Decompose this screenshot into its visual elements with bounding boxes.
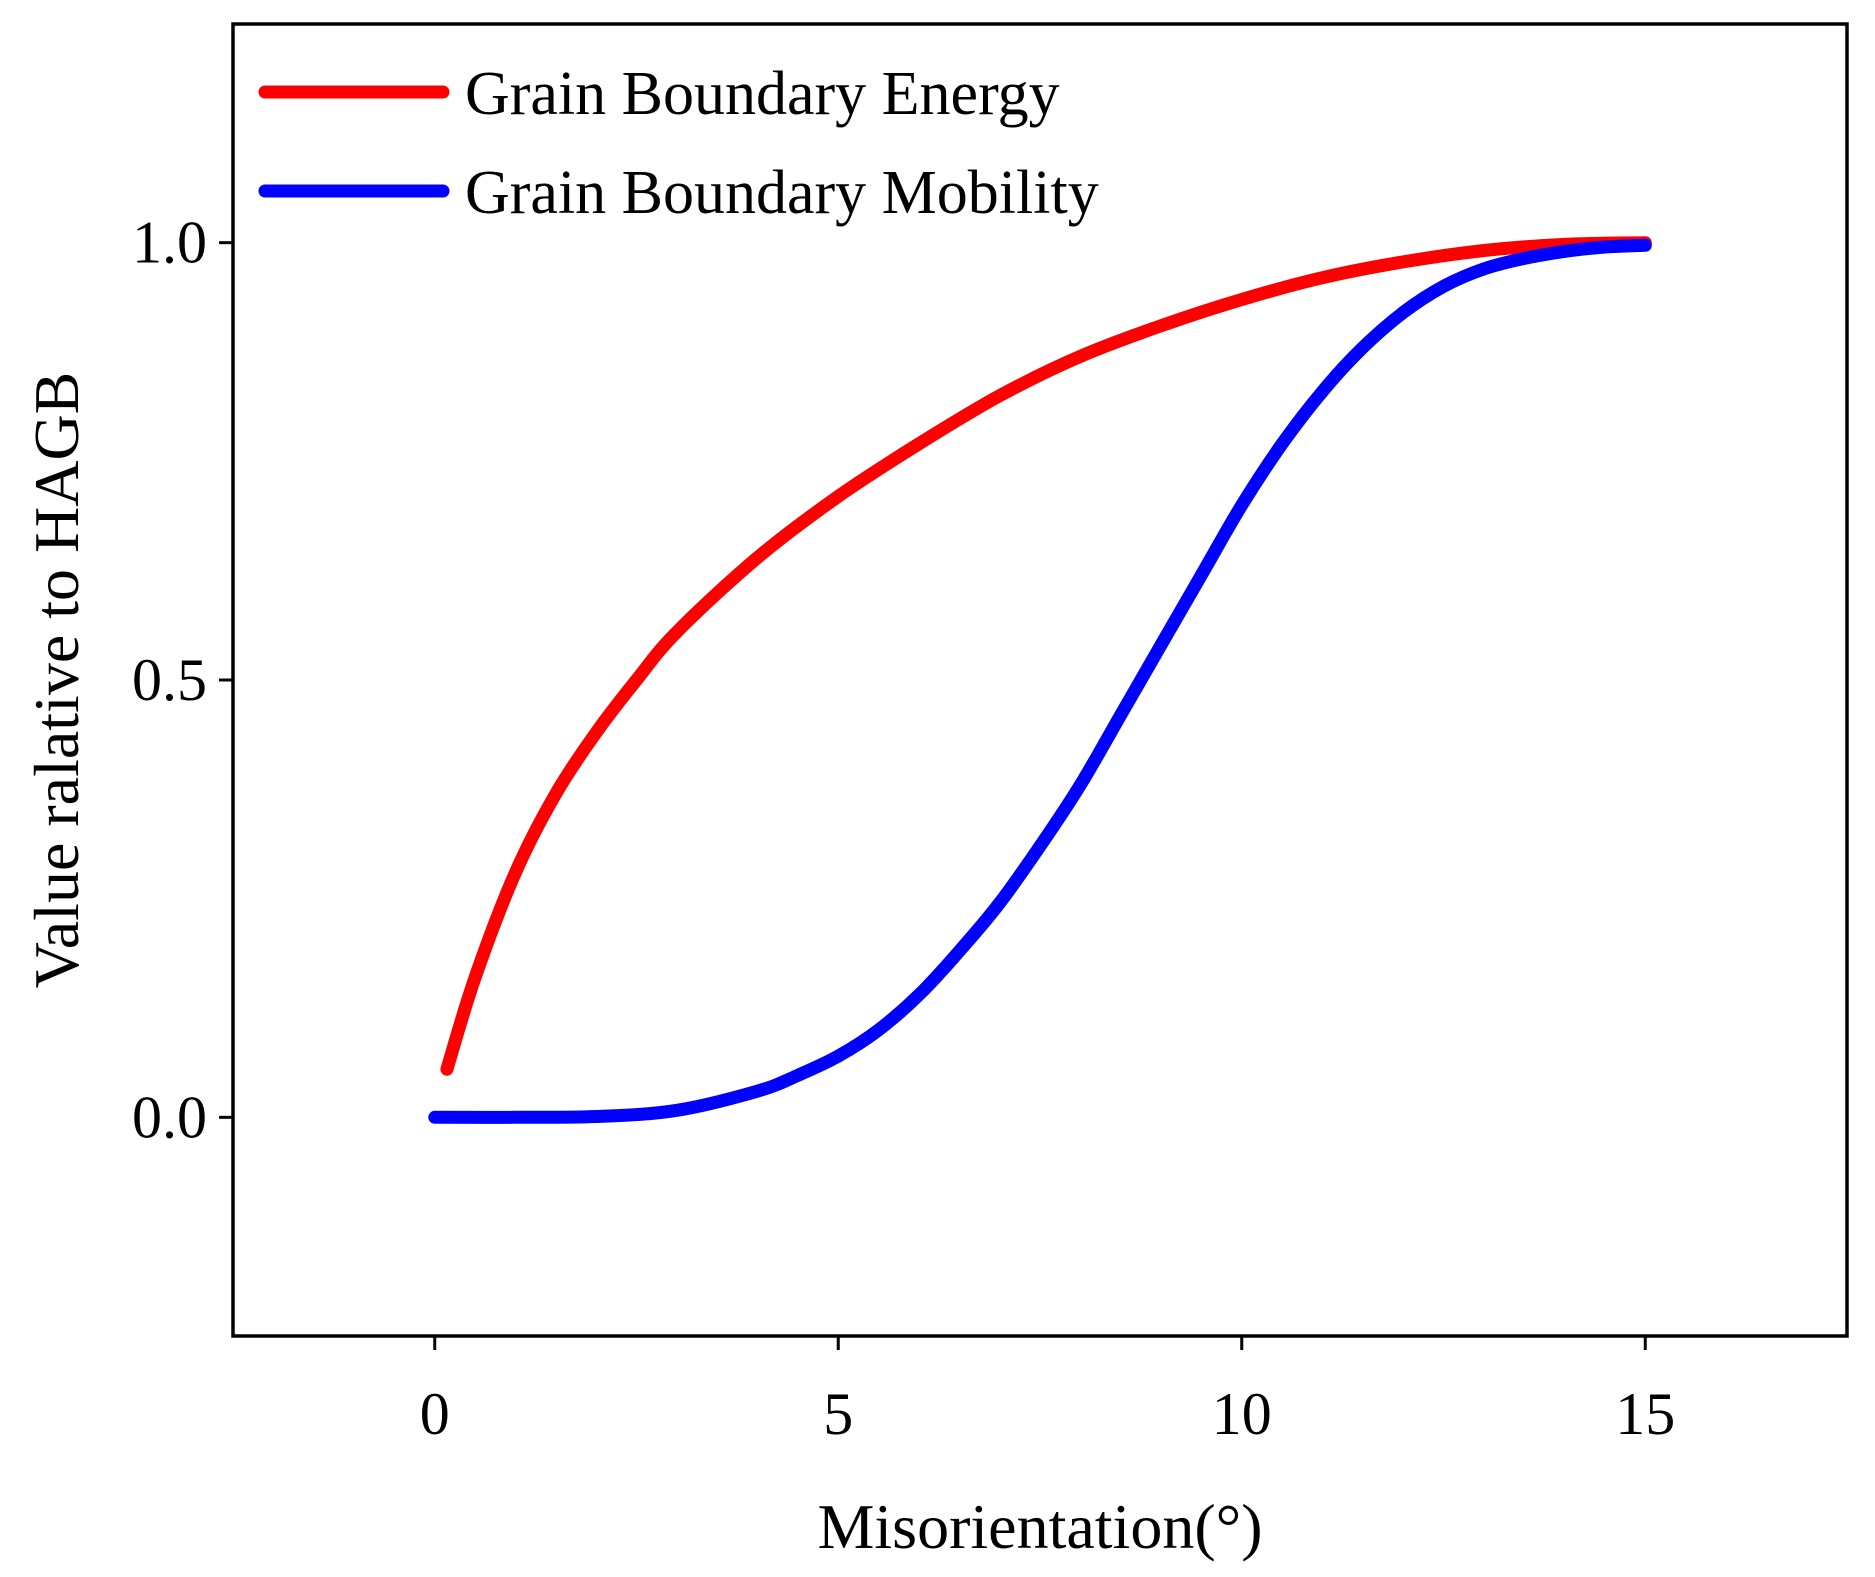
series-line-grain-boundary-energy xyxy=(440,236,1652,1076)
x-tick-label-0: 0 xyxy=(420,1381,450,1447)
legend: Grain Boundary Energy Grain Boundary Mobi… xyxy=(258,60,1099,227)
x-tick-label-2: 10 xyxy=(1212,1381,1272,1447)
x-axis-ticks: 0 5 10 15 xyxy=(420,1336,1675,1447)
series-line-grain-boundary-mobility xyxy=(428,238,1652,1124)
series-layer xyxy=(428,236,1652,1124)
x-axis-label: Misorientation(°) xyxy=(817,1491,1262,1562)
y-tick-label-0: 0.0 xyxy=(132,1084,207,1150)
y-tick-label-1: 0.5 xyxy=(132,647,207,713)
x-tick-label-1: 5 xyxy=(823,1381,853,1447)
legend-label-grain-boundary-mobility: Grain Boundary Mobility xyxy=(465,159,1099,227)
y-tick-label-2: 1.0 xyxy=(132,210,207,276)
x-tick-label-3: 15 xyxy=(1615,1381,1675,1447)
legend-label-grain-boundary-energy: Grain Boundary Energy xyxy=(465,60,1060,128)
y-axis-label: Value ralative to HAGB xyxy=(21,372,92,989)
y-axis-ticks: 0.0 0.5 1.0 xyxy=(132,210,233,1150)
